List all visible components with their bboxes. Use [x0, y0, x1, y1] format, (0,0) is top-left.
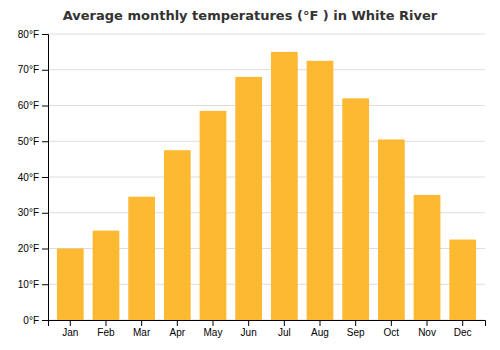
bar	[128, 197, 155, 320]
y-tick-mark	[42, 320, 48, 321]
x-tick-label: Jun	[241, 327, 257, 338]
x-tick: Feb	[97, 320, 115, 338]
y-tick: 40°F	[18, 172, 48, 183]
y-tick-label: 30°F	[18, 207, 39, 218]
x-tick: Aug	[311, 320, 329, 338]
x-tick-label: Jul	[278, 327, 291, 338]
bar	[449, 240, 476, 320]
y-tick-label: 50°F	[18, 136, 39, 147]
x-tick-mark	[320, 320, 321, 326]
x-tick: Jan	[62, 320, 78, 338]
bar	[414, 195, 441, 320]
y-tick-mark	[42, 106, 48, 107]
y-tick: 70°F	[18, 64, 48, 75]
x-tick-label: May	[204, 327, 223, 338]
x-tick-label: Feb	[97, 327, 115, 338]
x-tick: Dec	[454, 320, 472, 338]
x-tick-mark	[355, 320, 356, 326]
y-tick: 60°F	[18, 100, 48, 111]
x-tick-mark	[70, 320, 71, 326]
x-tick-label: Dec	[454, 327, 472, 338]
bar	[271, 52, 298, 320]
x-tick-label: Mar	[133, 327, 151, 338]
x-tick-mark	[427, 320, 428, 326]
x-tick-label: Jan	[62, 327, 78, 338]
y-axis: 0°F 10°F 20°F 30°F 40°F 50°F 60°F 70°F 80°F	[18, 29, 49, 326]
y-tick-label: 0°F	[23, 315, 39, 326]
grid-line	[48, 177, 485, 178]
x-axis: Jan Feb Mar Apr May Jun Jul Aug Sep Oct Nov Dec	[49, 320, 486, 338]
bar	[378, 139, 405, 320]
y-tick-label: 60°F	[18, 100, 39, 111]
bar	[235, 77, 262, 320]
bar	[342, 98, 369, 320]
x-tick: Oct	[384, 320, 400, 338]
y-tick-mark	[42, 249, 48, 250]
bar	[164, 150, 191, 320]
x-tick-label: Nov	[418, 327, 436, 338]
x-axis-line	[49, 321, 486, 327]
y-tick-mark	[42, 177, 48, 178]
x-tick-label: Oct	[384, 327, 400, 338]
bar	[307, 61, 334, 320]
y-tick-mark	[42, 70, 48, 71]
y-tick-mark	[42, 34, 48, 35]
y-tick-label: 20°F	[18, 243, 39, 254]
x-tick: Mar	[133, 320, 151, 338]
bar	[93, 231, 120, 320]
y-tick-label: 40°F	[18, 172, 39, 183]
y-tick-label: 80°F	[18, 29, 39, 40]
grid	[48, 34, 485, 320]
grid-line	[48, 105, 485, 106]
x-tick-mark	[391, 320, 392, 326]
title: Average monthly temperatures (°F ) in Wh…	[63, 8, 438, 23]
x-tick-mark	[141, 320, 142, 326]
y-tick-mark	[42, 141, 48, 142]
y-tick: 20°F	[18, 243, 48, 254]
x-tick: Jul	[278, 320, 291, 338]
y-tick-label: 70°F	[18, 64, 39, 75]
bar	[57, 249, 84, 321]
x-tick: Nov	[418, 320, 436, 338]
y-tick: 10°F	[18, 279, 48, 290]
grid-line	[48, 141, 485, 142]
y-tick: 30°F	[18, 207, 48, 218]
x-tick-label: Aug	[311, 327, 329, 338]
x-tick-mark	[462, 320, 463, 326]
y-tick-mark	[42, 284, 48, 285]
y-tick-mark	[42, 213, 48, 214]
x-tick-mark	[177, 320, 178, 326]
y-tick: 50°F	[18, 136, 48, 147]
y-tick: 80°F	[18, 29, 48, 40]
y-tick: 0°F	[23, 315, 48, 326]
bars	[57, 52, 476, 320]
grid-line	[48, 69, 485, 70]
x-tick-mark	[105, 320, 106, 326]
plot: 0°F 10°F 20°F 30°F 40°F 50°F 60°F 70°F 80°F Jan Fe…	[18, 29, 486, 338]
chart: Average monthly temperatures (°F ) in Wh…	[0, 0, 500, 350]
x-tick-mark	[212, 320, 213, 326]
x-tick: Sep	[347, 320, 365, 338]
x-tick-label: Apr	[170, 327, 186, 338]
x-tick: Jun	[241, 320, 257, 338]
y-axis-line	[42, 35, 49, 321]
x-tick-label: Sep	[347, 327, 365, 338]
x-tick: May	[204, 320, 223, 338]
x-tick-mark	[284, 320, 285, 326]
y-tick-label: 10°F	[18, 279, 39, 290]
bar	[200, 111, 227, 320]
x-tick-mark	[248, 320, 249, 326]
grid-line	[48, 34, 485, 35]
x-tick: Apr	[170, 320, 186, 338]
